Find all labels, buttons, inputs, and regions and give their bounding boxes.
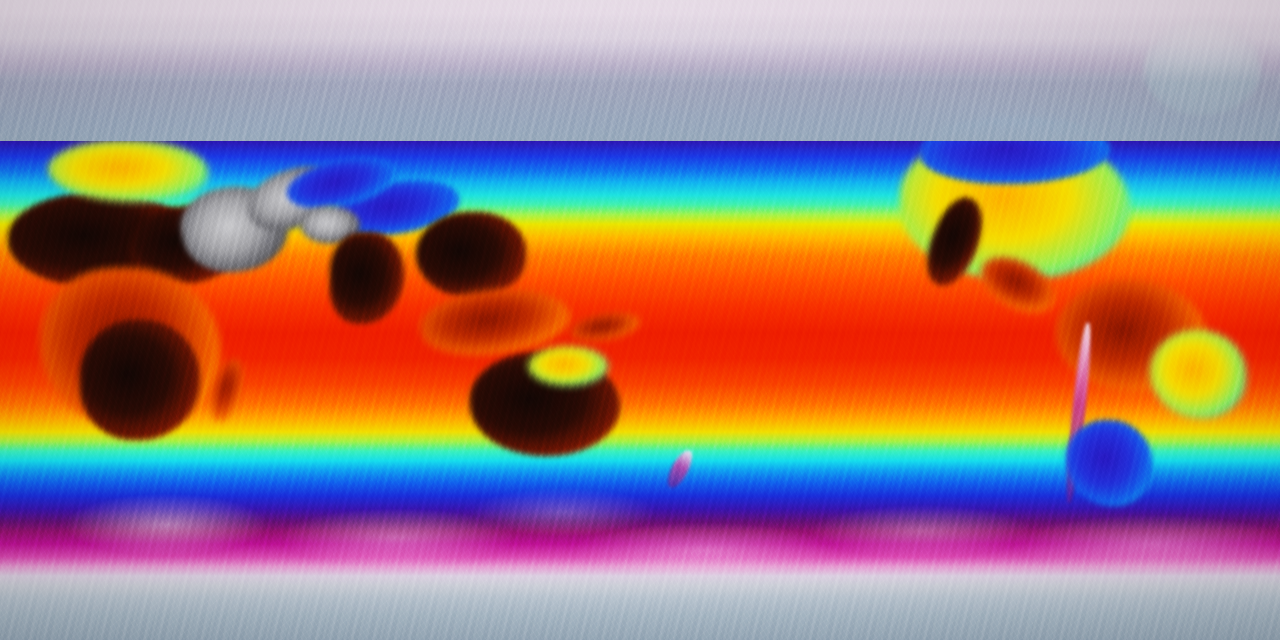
region-arctic-ocean — [0, 0, 1280, 84]
region-himalaya-peaks — [300, 206, 360, 244]
region-new-guinea — [568, 308, 642, 346]
region-antarctica — [0, 0, 1280, 141]
region-madagascar — [205, 355, 249, 425]
region-india — [330, 232, 404, 324]
region-north-america — [900, 130, 1130, 280]
region-middle-east — [239, 157, 345, 241]
region-canada-north — [920, 118, 1110, 184]
region-brazil-highlands — [1150, 330, 1246, 418]
region-andes — [1062, 321, 1095, 505]
region-australia — [470, 352, 620, 456]
region-arabian-peninsula — [174, 175, 296, 283]
region-sub-saharan-africa — [40, 268, 220, 428]
region-southeast-asia — [416, 279, 574, 365]
region-mexico-sierra-madre — [915, 190, 995, 294]
region-east-asia — [416, 212, 526, 298]
region-sahara-east — [130, 206, 240, 284]
region-australia-north-coast — [528, 346, 608, 386]
region-tibetan-plateau — [327, 173, 463, 243]
region-central-asia-cold — [282, 147, 400, 219]
region-patagonia — [1066, 420, 1152, 506]
region-southern-africa — [80, 320, 200, 440]
region-new-zealand — [663, 446, 697, 492]
region-europe — [48, 140, 208, 202]
region-amazon-basin — [1056, 280, 1206, 392]
region-sahara — [8, 192, 198, 288]
region-greenland — [1135, 8, 1269, 128]
region-central-america — [971, 245, 1065, 325]
